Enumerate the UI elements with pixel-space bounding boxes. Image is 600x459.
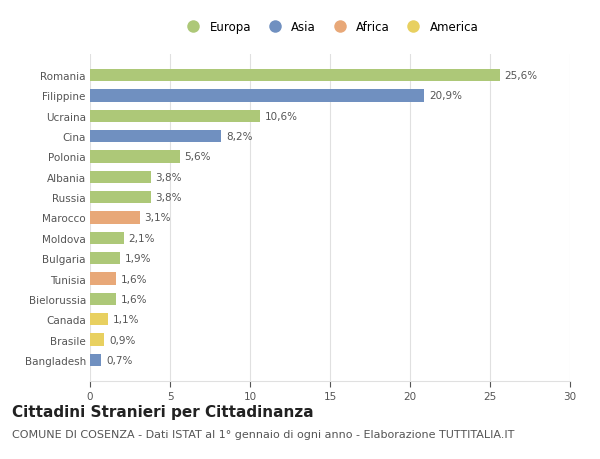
Text: 0,9%: 0,9% <box>109 335 136 345</box>
Text: 1,6%: 1,6% <box>121 274 147 284</box>
Bar <box>90 232 124 244</box>
Text: 0,7%: 0,7% <box>106 355 133 365</box>
Bar <box>90 252 121 265</box>
Text: 3,8%: 3,8% <box>155 193 182 203</box>
Text: Cittadini Stranieri per Cittadinanza: Cittadini Stranieri per Cittadinanza <box>12 404 314 419</box>
Bar <box>90 354 101 366</box>
Bar <box>90 273 116 285</box>
Bar <box>90 111 260 123</box>
Bar <box>90 90 424 102</box>
Text: 1,9%: 1,9% <box>125 254 152 263</box>
Bar <box>90 171 151 184</box>
Bar <box>90 70 500 82</box>
Text: 8,2%: 8,2% <box>226 132 253 142</box>
Bar <box>90 192 151 204</box>
Text: 1,6%: 1,6% <box>121 294 147 304</box>
Text: 3,1%: 3,1% <box>145 213 171 223</box>
Legend: Europa, Asia, Africa, America: Europa, Asia, Africa, America <box>179 19 481 36</box>
Text: 3,8%: 3,8% <box>155 173 182 182</box>
Bar <box>90 212 140 224</box>
Bar <box>90 151 179 163</box>
Bar <box>90 313 107 325</box>
Text: 2,1%: 2,1% <box>128 233 155 243</box>
Bar <box>90 293 116 305</box>
Text: 20,9%: 20,9% <box>429 91 462 101</box>
Bar <box>90 131 221 143</box>
Text: 1,1%: 1,1% <box>112 314 139 325</box>
Text: 5,6%: 5,6% <box>184 152 211 162</box>
Text: 25,6%: 25,6% <box>505 71 538 81</box>
Text: 10,6%: 10,6% <box>265 112 298 122</box>
Bar <box>90 334 104 346</box>
Text: COMUNE DI COSENZA - Dati ISTAT al 1° gennaio di ogni anno - Elaborazione TUTTITA: COMUNE DI COSENZA - Dati ISTAT al 1° gen… <box>12 429 514 439</box>
